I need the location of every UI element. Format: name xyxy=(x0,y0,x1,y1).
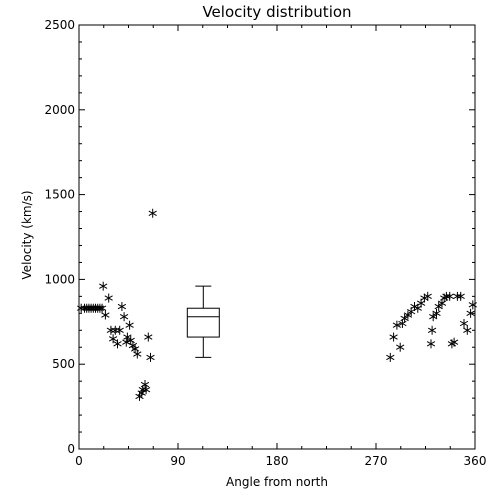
y-tick-label: 2000 xyxy=(44,103,75,117)
data-point xyxy=(123,332,132,342)
data-point xyxy=(101,310,110,320)
data-point xyxy=(148,208,157,218)
x-tick-label: 360 xyxy=(464,454,487,468)
data-point xyxy=(463,325,472,335)
data-point xyxy=(434,302,443,312)
data-point xyxy=(449,337,459,347)
data-point xyxy=(396,342,405,352)
y-tick-label: 2500 xyxy=(44,18,75,32)
data-points xyxy=(77,208,477,401)
data-point xyxy=(113,339,122,349)
data-point xyxy=(445,291,454,301)
chart-title: Velocity distribution xyxy=(202,3,351,21)
x-axis-label: Angle from north xyxy=(226,475,328,489)
data-point xyxy=(400,313,409,323)
data-point xyxy=(106,325,116,335)
plot-frame xyxy=(78,24,476,450)
data-point xyxy=(426,339,436,349)
data-point xyxy=(468,300,477,310)
y-axis-label: Velocity (km/s) xyxy=(20,190,34,279)
x-tick-label: 0 xyxy=(75,454,83,468)
data-point xyxy=(453,291,462,301)
y-tick-label: 500 xyxy=(52,357,75,371)
data-point xyxy=(427,325,437,335)
data-point xyxy=(140,380,150,390)
data-point xyxy=(125,320,134,330)
data-point xyxy=(104,293,113,303)
data-point xyxy=(386,352,395,362)
data-point xyxy=(432,308,441,318)
y-tick-label: 1000 xyxy=(44,272,75,286)
boxplot xyxy=(186,285,220,358)
x-tick-label: 180 xyxy=(266,454,289,468)
data-point xyxy=(117,302,127,312)
data-point xyxy=(115,325,124,335)
axes-layer: 0 90 180 270 360 0 500 1000 1500 2000 2500 xyxy=(44,18,486,468)
data-point xyxy=(144,332,153,342)
data-point xyxy=(442,291,451,301)
data-point xyxy=(146,352,155,362)
data-point xyxy=(459,318,469,328)
data-point xyxy=(389,332,398,342)
data-point xyxy=(119,312,129,322)
data-point xyxy=(466,308,475,318)
data-point xyxy=(429,312,438,322)
data-point xyxy=(97,303,107,313)
x-tick-label: 270 xyxy=(365,454,388,468)
data-point xyxy=(141,385,151,395)
data-point xyxy=(403,310,413,320)
data-point xyxy=(423,291,432,301)
data-point xyxy=(456,291,465,301)
data-point xyxy=(133,349,142,359)
x-tick-label: 90 xyxy=(170,454,185,468)
y-tick-label: 1500 xyxy=(44,188,75,202)
data-point xyxy=(111,325,120,335)
data-point xyxy=(99,281,108,291)
data-point xyxy=(108,334,118,344)
y-tick-label: 0 xyxy=(67,442,75,456)
boxplot-box xyxy=(186,307,220,338)
data-point xyxy=(392,320,402,330)
